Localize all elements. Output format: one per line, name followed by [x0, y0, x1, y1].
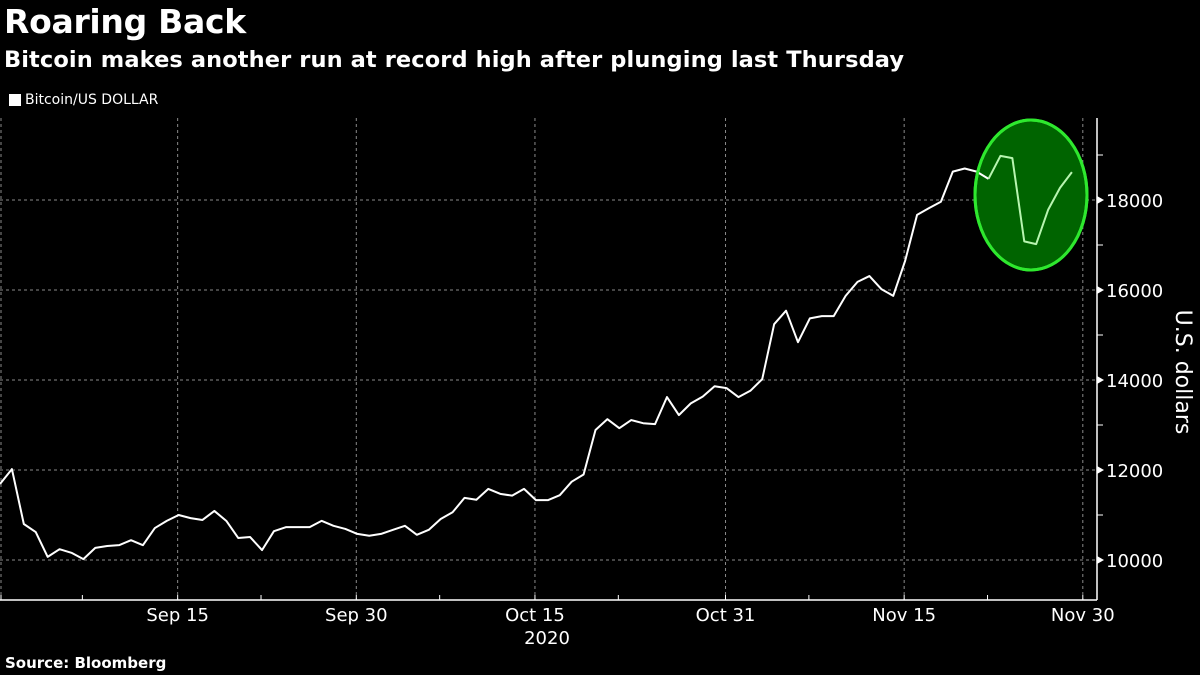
chart-title: Roaring Back	[4, 2, 246, 41]
y-tick-marker-icon	[1097, 286, 1104, 294]
x-axis-year-label: 2020	[524, 628, 570, 649]
bitcoin-price-line-highlighted	[987, 154, 1073, 246]
y-tick-label: 14000	[1106, 371, 1163, 392]
x-tick-label: Sep 30	[325, 605, 388, 626]
highlight-ellipse-border	[973, 118, 1089, 272]
legend-label: Bitcoin/US DOLLAR	[25, 92, 159, 108]
x-tick-label: Oct 31	[696, 605, 756, 626]
y-tick-marker-icon	[1097, 556, 1104, 564]
y-axis-labels: 10000 12000 14000 16000 18000	[1106, 191, 1163, 572]
x-tick-label: Sep 15	[146, 605, 209, 626]
x-tick-label: Nov 30	[1051, 605, 1115, 626]
y-tick-marker-icon	[1097, 376, 1104, 384]
y-axis-title: U.S. dollars	[1170, 310, 1195, 435]
source-note: Source: Bloomberg	[5, 654, 167, 672]
legend-swatch-icon	[9, 94, 21, 106]
bitcoin-price-line	[0, 167, 990, 561]
y-tick-marker-icon	[1097, 466, 1104, 474]
gridlines	[0, 118, 1097, 600]
x-tick-label: Oct 15	[505, 605, 565, 626]
y-tick-label: 12000	[1106, 461, 1163, 482]
y-tick-marker-icon	[1097, 196, 1104, 204]
y-tick-label: 18000	[1106, 191, 1163, 212]
axes	[0, 118, 1104, 601]
y-tick-label: 10000	[1106, 551, 1163, 572]
legend: Bitcoin/US DOLLAR	[9, 90, 158, 110]
x-tick-label: Nov 15	[872, 605, 936, 626]
chart-subtitle: Bitcoin makes another run at record high…	[4, 47, 905, 73]
x-axis-labels: Sep 15 Sep 30 Oct 15 Oct 31 Nov 15 Nov 30	[146, 605, 1114, 626]
y-tick-label: 16000	[1106, 281, 1163, 302]
